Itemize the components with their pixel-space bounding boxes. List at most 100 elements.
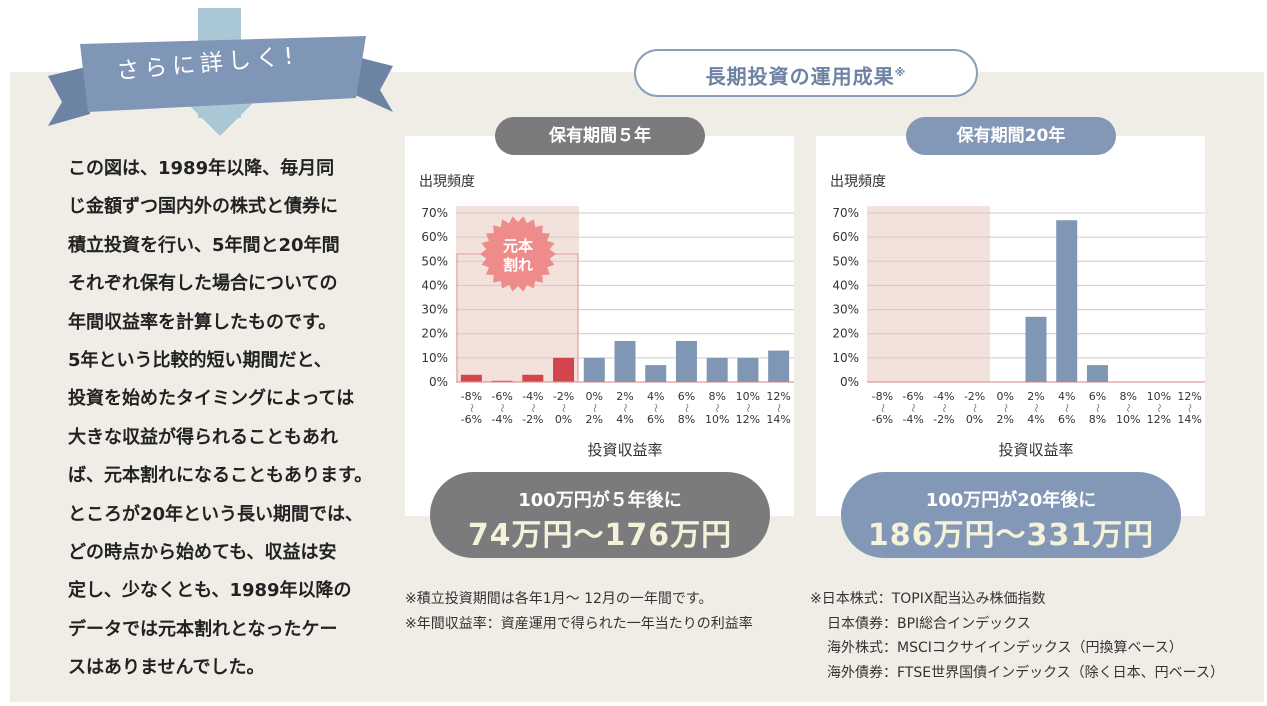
x-tick-range-mark: 〜 (711, 403, 721, 412)
note-line: 海外債券：FTSE世界国債インデックス（除く日本、円ベース） (827, 664, 1224, 681)
x-tick-label-high: 0% (966, 413, 983, 426)
description-text: この図は、1989年以降、毎月同 じ金額ずつ国内外の株式と債券に 積立投資を行い… (68, 150, 378, 688)
note-line: ※積立投資期間は各年1月〜 12月の一年間です。 (405, 591, 713, 607)
x-tick-range-mark: 〜 (938, 403, 948, 412)
x-tick-range-mark: 〜 (465, 403, 475, 412)
y-tick-label: 0% (840, 375, 859, 389)
main-title: 長期投資の運用成果※ (634, 49, 978, 97)
bar (737, 357, 759, 382)
result-20yr: 100万円が20年後に 186万円〜331万円 (841, 472, 1181, 558)
note-line: ※日本株式：TOPIX配当込み株価指数 (810, 591, 1046, 607)
x-tick-range-mark: 〜 (496, 403, 506, 412)
x-tick-label-low: 8% (1119, 390, 1136, 403)
x-tick-range-mark: 〜 (773, 403, 783, 412)
x-tick-label-low: 10% (736, 390, 760, 403)
y-tick-label: 40% (832, 278, 859, 292)
x-tick-label-low: -2% (553, 390, 574, 403)
y-tick-label: 50% (832, 254, 859, 268)
result-5yr-caption: 100万円が５年後に (518, 490, 682, 511)
y-tick-label: 10% (421, 351, 448, 365)
y-tick-label: 30% (832, 303, 859, 317)
bar (1086, 365, 1108, 382)
y-tick-label: 50% (421, 254, 448, 268)
y-tick-label: 20% (421, 327, 448, 341)
bar (522, 374, 544, 382)
x-tick-label-low: -4% (933, 390, 954, 403)
result-5yr-range: 74万円〜176万円 (467, 518, 733, 553)
x-tick-range-mark: 〜 (558, 403, 568, 412)
x-tick-label-high: 8% (1089, 413, 1106, 426)
x-tick-label-high: -4% (491, 413, 512, 426)
x-tick-label-high: 0% (555, 413, 572, 426)
x-tick-label-high: 12% (736, 413, 760, 426)
notes-right: ※日本株式：TOPIX配当込み株価指数 日本債券：BPI総合インデックス 海外株… (810, 587, 1224, 685)
result-20yr-range: 186万円〜331万円 (867, 518, 1155, 553)
y-axis-label: 出現頻度 (419, 174, 475, 190)
bar (706, 357, 728, 382)
y-tick-label: 20% (832, 327, 859, 341)
x-tick-label-low: 0% (997, 390, 1014, 403)
x-tick-range-mark: 〜 (876, 403, 886, 412)
bar (1056, 220, 1078, 382)
x-tick-label-high: 4% (616, 413, 633, 426)
x-tick-label-low: 12% (766, 390, 790, 403)
x-tick-range-mark: 〜 (1091, 403, 1101, 412)
callout-label-top: 元本 (503, 237, 533, 255)
result-20yr-caption: 100万円が20年後に (925, 490, 1097, 511)
x-tick-label-low: 0% (586, 390, 603, 403)
x-tick-label-high: -2% (522, 413, 543, 426)
x-tick-range-mark: 〜 (1030, 403, 1040, 412)
callout-label-bottom: 割れ (503, 256, 533, 274)
note-line: 日本債券：BPI総合インデックス (827, 615, 1031, 632)
ribbon-banner (48, 36, 393, 126)
x-tick-label-low: 8% (708, 390, 725, 403)
y-tick-label: 10% (832, 351, 859, 365)
x-tick-label-low: 2% (616, 390, 633, 403)
loss-burst-badge (480, 216, 556, 292)
x-tick-range-mark: 〜 (1184, 403, 1194, 412)
x-tick-range-mark: 〜 (1153, 403, 1163, 412)
note-line: 海外株式：MSCIコクサイインデックス（円換算ベース） (827, 640, 1183, 656)
notes-left: ※積立投資期間は各年1月〜 12月の一年間です。 ※年間収益率：資産運用で得られ… (405, 587, 753, 636)
result-5yr: 100万円が５年後に 74万円〜176万円 (430, 472, 770, 558)
x-tick-range-mark: 〜 (1061, 403, 1071, 412)
x-tick-label-low: 4% (1058, 390, 1075, 403)
x-tick-label-low: 6% (678, 390, 695, 403)
bar (583, 357, 605, 382)
loss-region-shade (867, 206, 990, 382)
x-tick-label-low: 12% (1177, 390, 1201, 403)
x-tick-range-mark: 〜 (650, 403, 660, 412)
x-tick-label-high: 6% (1058, 413, 1075, 426)
note-line: ※年間収益率：資産運用で得られた一年当たりの利益率 (405, 615, 753, 632)
x-tick-label-high: 14% (1177, 413, 1201, 426)
histogram-20yr: 出現頻度0%10%20%30%40%50%60%70%-8%〜-6%-6%〜-4… (830, 174, 1205, 459)
x-tick-label-high: 4% (1027, 413, 1044, 426)
x-tick-range-mark: 〜 (527, 403, 537, 412)
x-tick-label-high: 6% (647, 413, 664, 426)
x-tick-label-low: -8% (461, 390, 482, 403)
bar (491, 380, 513, 382)
x-tick-label-low: -6% (491, 390, 512, 403)
bar (553, 357, 575, 382)
x-tick-label-high: -2% (933, 413, 954, 426)
ribbon-shape (48, 36, 393, 126)
x-tick-range-mark: 〜 (999, 403, 1009, 412)
bar (614, 340, 636, 382)
histogram-5yr: 出現頻度0%10%20%30%40%50%60%70%-8%〜-6%-6%〜-4… (419, 174, 794, 459)
main-title-note-mark: ※ (894, 66, 907, 79)
x-tick-label-low: -6% (902, 390, 923, 403)
x-tick-range-mark: 〜 (619, 403, 629, 412)
x-tick-label-low: -2% (964, 390, 985, 403)
y-tick-label: 70% (832, 206, 859, 220)
x-tick-label-high: -6% (461, 413, 482, 426)
tag-20yr: 保有期間20年 (906, 117, 1116, 155)
x-tick-label-low: 2% (1027, 390, 1044, 403)
x-tick-label-high: 10% (1116, 413, 1140, 426)
description-paragraph: この図は、1989年以降、毎月同 じ金額ずつ国内外の株式と債券に 積立投資を行い… (68, 158, 373, 679)
x-tick-label-high: 14% (766, 413, 790, 426)
x-tick-label-high: 2% (997, 413, 1014, 426)
y-tick-label: 60% (832, 230, 859, 244)
bar (460, 374, 482, 382)
x-tick-label-high: 10% (705, 413, 729, 426)
x-axis-label: 投資収益率 (587, 441, 662, 459)
